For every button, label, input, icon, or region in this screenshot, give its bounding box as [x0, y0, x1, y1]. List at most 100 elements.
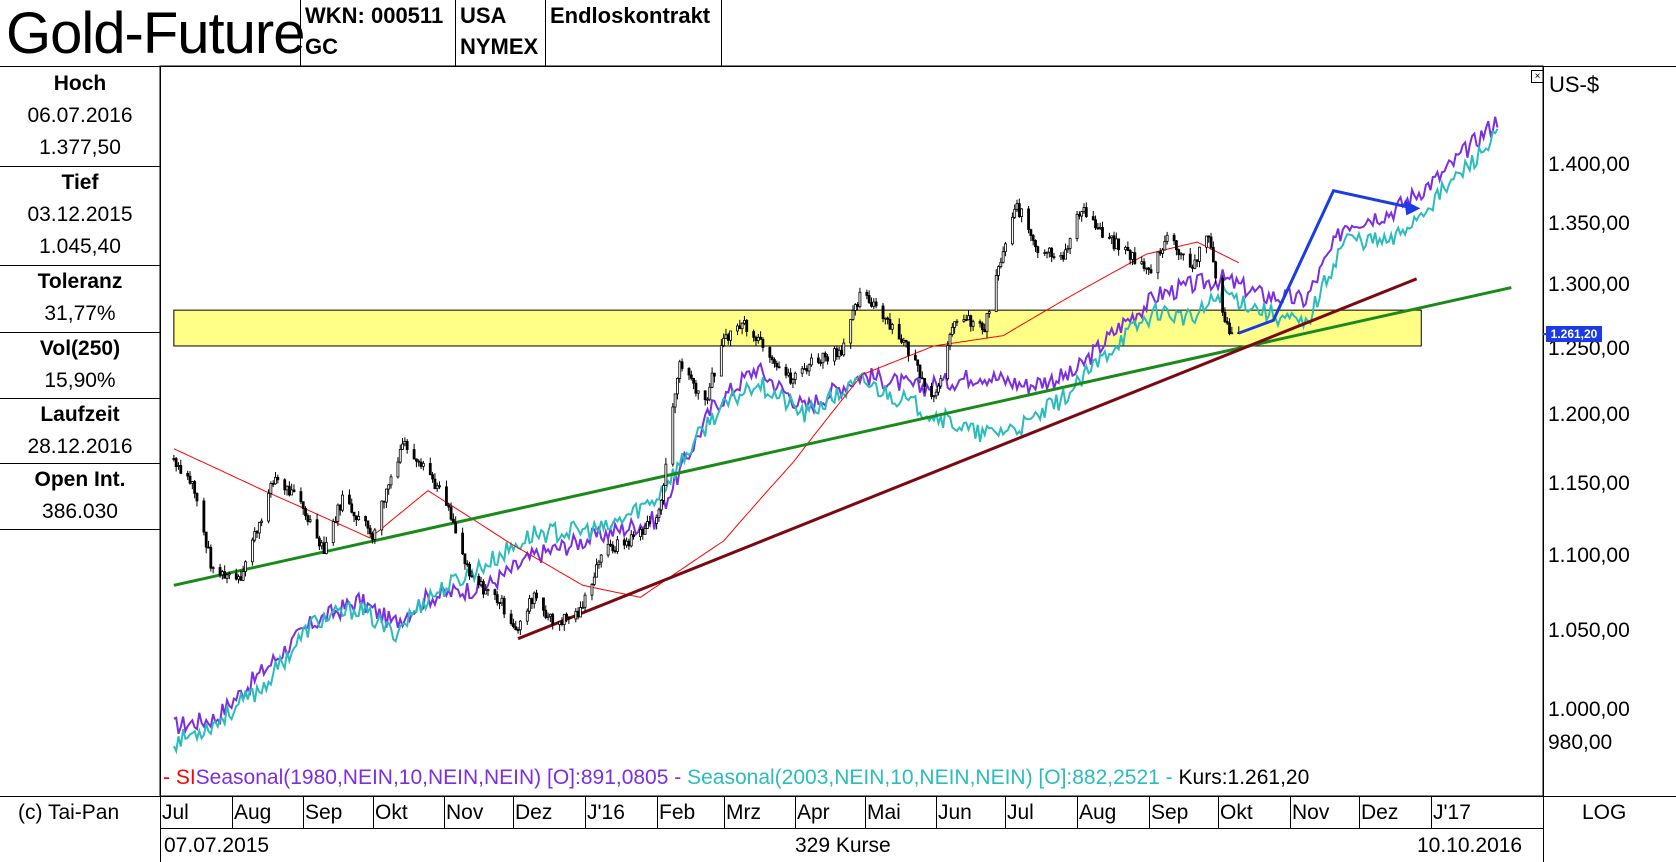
candle-body — [736, 325, 739, 332]
candle-body — [900, 338, 903, 343]
candle-body — [301, 501, 305, 509]
candle-body — [687, 368, 691, 376]
candle-body — [897, 324, 901, 340]
candle-body — [285, 485, 289, 491]
candle-body — [743, 320, 746, 324]
candle-body — [805, 368, 809, 372]
candle-body — [1230, 332, 1234, 335]
stat-tolerance-value: 31,77% — [44, 302, 116, 325]
candle-body — [729, 330, 732, 341]
candle-body — [1043, 252, 1047, 254]
candle-body — [486, 589, 490, 592]
x-tick-mark — [1218, 796, 1219, 828]
y-tick-label: 980,00 — [1548, 730, 1613, 754]
candle-body — [1223, 311, 1227, 322]
stat-low-label: Tief — [61, 171, 99, 194]
candle-body — [738, 325, 742, 330]
candle-body — [479, 581, 483, 586]
candle-body — [1091, 216, 1095, 221]
candle-body — [579, 607, 582, 618]
candle-body — [218, 567, 222, 576]
candle-body — [708, 386, 712, 400]
candle-body — [574, 610, 578, 620]
candle-body — [853, 304, 857, 311]
candle-body — [484, 589, 488, 595]
candle-body — [269, 483, 273, 494]
forecast-arrowhead — [1404, 200, 1421, 216]
candle-body — [387, 484, 391, 490]
candle-body — [719, 345, 723, 377]
sidebar-separator — [0, 463, 160, 464]
candle-body — [1195, 259, 1199, 262]
candle-body — [304, 508, 307, 517]
candle-body — [207, 546, 210, 549]
candle-body — [1077, 213, 1081, 217]
candle-body — [193, 481, 197, 494]
candle-body — [807, 364, 811, 372]
candle-body — [883, 317, 887, 320]
candle-body — [1188, 253, 1192, 268]
candle-body — [463, 553, 467, 565]
candle-body — [454, 522, 458, 534]
candle-body — [773, 359, 776, 364]
forecast-arrow — [1238, 188, 1415, 335]
candle-body — [676, 377, 679, 395]
candle-body — [1084, 207, 1088, 217]
candle-body — [1205, 235, 1208, 248]
candle-body — [551, 613, 555, 625]
candle-body — [1020, 208, 1024, 217]
footer-divider — [160, 796, 161, 862]
seasonal-2003-line — [172, 128, 1499, 755]
candle-body — [470, 575, 474, 578]
candle-body — [639, 529, 642, 537]
candle-body — [204, 531, 208, 548]
stat-low-value: 1.045,40 — [39, 235, 121, 258]
candle-body — [317, 537, 321, 547]
x-tick-label: Mrz — [726, 801, 761, 824]
candle-body — [468, 563, 471, 577]
candle-body — [451, 518, 455, 524]
legend-seasonal-1980: Seasonal(1980,NEIN,10,NEIN,NEIN) [O]:891… — [195, 766, 682, 789]
candle-body — [629, 534, 633, 547]
candle-body — [1161, 249, 1164, 254]
copyright-text: (c) Tai-Pan — [18, 801, 120, 824]
candle-body — [1010, 216, 1014, 245]
scale-toggle[interactable]: LOG — [1582, 801, 1627, 824]
end-date: 10.10.2016 — [1417, 834, 1523, 857]
x-tick-mark — [795, 796, 796, 828]
candle-body — [659, 500, 663, 511]
sidebar-separator — [0, 398, 160, 399]
price-count: 329 Kurse — [795, 834, 891, 857]
candle-body — [352, 511, 356, 517]
candle-body — [856, 304, 860, 307]
candle-body — [186, 472, 190, 477]
candle-body — [401, 443, 404, 450]
candle-body — [1228, 322, 1231, 335]
x-tick-mark — [585, 796, 586, 828]
candle-body — [870, 302, 873, 307]
candle-body — [657, 509, 661, 519]
candle-body — [514, 626, 518, 631]
candle-body — [1047, 247, 1051, 253]
candle-body — [934, 391, 938, 397]
candle-body — [641, 529, 645, 535]
x-tick-mark — [1431, 796, 1432, 828]
x-tick-label: Sep — [1151, 801, 1189, 824]
candle-body — [234, 573, 238, 580]
candle-body — [937, 385, 940, 393]
candle-body — [1225, 321, 1229, 324]
x-tick-mark — [160, 796, 161, 828]
x-tick-label: J'17 — [1433, 801, 1471, 824]
stat-vol-label: Vol(250) — [39, 337, 121, 360]
candle-body — [567, 617, 571, 620]
candle-body — [299, 491, 303, 503]
candle-body — [962, 319, 966, 322]
y-tick-label: 1.050,00 — [1548, 618, 1630, 642]
candle-body — [225, 574, 229, 579]
candle-body — [842, 342, 846, 356]
candle-body — [803, 368, 806, 371]
candle-body — [1045, 251, 1049, 254]
candle-body — [655, 517, 659, 524]
symbol-label: GC — [305, 34, 338, 59]
